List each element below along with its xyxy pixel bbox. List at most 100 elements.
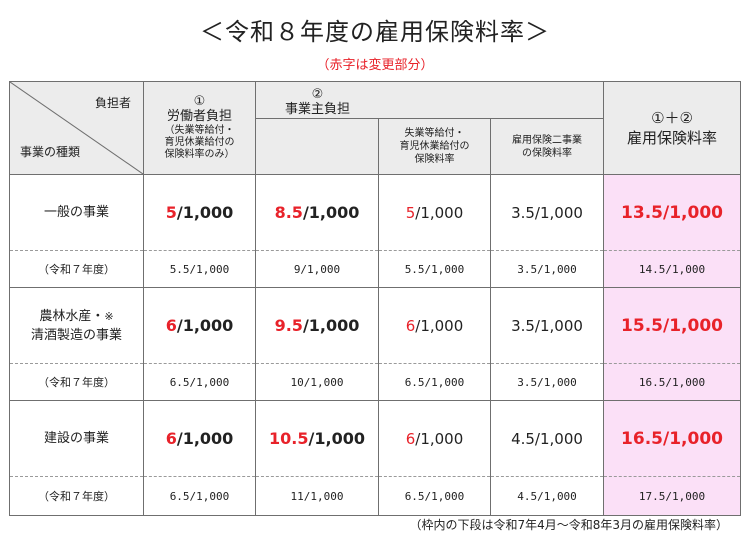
burden-label: 負担者 — [94, 96, 131, 110]
employer-rate-changed: 8.5 — [274, 203, 303, 222]
previous-year-label-text: （令和７年度） — [38, 490, 115, 503]
row-label-line-2: 清酒製造の事業 — [30, 327, 122, 343]
employer-benefit-line-2: 育児休業給付の — [399, 141, 470, 152]
insurance-rate-table: 負担者 事業の種類 ① 労働者負担 （失業等給付・ 育児休業給付の 保険料率のみ… — [9, 81, 742, 516]
employer-two-projects-rate: 3.5/1,000 — [489, 174, 605, 251]
total-rate-value: 15.5/1,000 — [621, 315, 723, 336]
worker-rate-changed: 6 — [165, 316, 177, 335]
header-total-rate: ①＋② 雇用保険料率 — [603, 81, 742, 175]
worker-rate-rest: /1,000 — [176, 203, 234, 222]
previous-employer-two-projects-rate: 3.5/1,000 — [489, 363, 605, 401]
row-label-line-1: 一般の事業 — [43, 205, 109, 220]
employer-benefit-rest: /1,000 — [415, 204, 464, 222]
previous-total-rate: 14.5/1,000 — [603, 250, 742, 288]
header-corner-cell: 負担者 事業の種類 — [9, 81, 144, 175]
previous-worker-rate: 6.5/1,000 — [143, 476, 256, 516]
row-label: 農林水産・※ 清酒製造の事業 — [9, 287, 144, 364]
previous-employer-rate: 11/1,000 — [255, 476, 379, 516]
header-worker-burden: ① 労働者負担 （失業等給付・ 育児休業給付の 保険料率のみ） — [143, 81, 256, 175]
employer-rate: 10.5/1,000 — [255, 400, 379, 477]
table-row: 農林水産・※ 清酒製造の事業 6/1,000 9.5/1,000 6/1,000… — [9, 287, 742, 364]
employer-benefit-line-3: 保険料率 — [414, 154, 455, 165]
employer-two-projects-value: 4.5/1,000 — [511, 430, 583, 448]
previous-year-label: （令和７年度） — [9, 476, 144, 516]
header-employer-burden: ② 事業主負担 — [254, 81, 605, 119]
header-employer-benefit: 失業等給付・ 育児休業給付の 保険料率 — [378, 118, 491, 175]
employer-rate-rest: /1,000 — [302, 203, 360, 222]
employer-rate-rest: /1,000 — [302, 316, 360, 335]
employer-benefit-rate: 5/1,000 — [378, 174, 491, 251]
table-row-previous-year: （令和７年度） 5.5/1,000 9/1,000 5.5/1,000 3.5/… — [9, 250, 742, 288]
table-row-previous-year: （令和７年度） 6.5/1,000 10/1,000 6.5/1,000 3.5… — [9, 363, 742, 401]
business-kind-label: 事業の種類 — [20, 145, 81, 159]
employer-benefit-changed: 5 — [405, 204, 416, 222]
previous-employer-rate: 10/1,000 — [255, 363, 379, 401]
table-row: 建設の事業 6/1,000 10.5/1,000 6/1,000 4.5/1,0… — [9, 400, 742, 477]
worker-rate: 6/1,000 — [143, 400, 256, 477]
employer-benefit-rate: 6/1,000 — [378, 400, 491, 477]
diagonal-divider — [10, 82, 143, 174]
previous-year-label-text: （令和７年度） — [38, 263, 115, 276]
table-row-previous-year: （令和７年度） 6.5/1,000 11/1,000 6.5/1,000 4.5… — [9, 476, 742, 516]
employer-benefit-rest: /1,000 — [415, 430, 464, 448]
worker-rate-changed: 6 — [165, 429, 177, 448]
previous-employer-two-projects-rate: 4.5/1,000 — [489, 476, 605, 516]
row-label: 建設の事業 — [9, 400, 144, 477]
employer-circle-number: ② — [311, 87, 324, 102]
employer-rate-changed: 9.5 — [274, 316, 303, 335]
header-employer-two-projects: 雇用保険二事業 の保険料率 — [489, 118, 605, 175]
row-label-line-1: 農林水産・※ — [10, 307, 143, 326]
employer-benefit-changed: 6 — [405, 430, 416, 448]
worker-burden-note-1: （失業等給付・ — [164, 125, 235, 136]
employer-benefit-rate: 6/1,000 — [378, 287, 491, 364]
employer-two-projects-line-1: 雇用保険二事業 — [512, 134, 582, 146]
previous-worker-rate: 5.5/1,000 — [143, 250, 256, 288]
previous-employer-two-projects-rate: 3.5/1,000 — [489, 250, 605, 288]
worker-circle-number: ① — [193, 94, 206, 109]
employer-burden-title: 事業主負担 — [284, 102, 350, 117]
header-row-top: 負担者 事業の種類 ① 労働者負担 （失業等給付・ 育児休業給付の 保険料率のみ… — [9, 81, 742, 175]
page-subtitle: （赤字は変更部分） — [316, 58, 434, 73]
worker-rate-rest: /1,000 — [176, 429, 234, 448]
worker-burden-title: 労働者負担 — [166, 109, 232, 124]
employer-rate-rest: /1,000 — [308, 429, 365, 448]
worker-rate-changed: 5 — [165, 203, 177, 222]
employer-two-projects-rate: 4.5/1,000 — [489, 400, 605, 477]
employer-two-projects-rate: 3.5/1,000 — [489, 287, 605, 364]
page-title: ＜令和８年度の雇用保険料率＞ — [200, 18, 550, 46]
employer-rate: 8.5/1,000 — [255, 174, 379, 251]
employer-two-projects-line-2: の保険料率 — [522, 147, 572, 159]
previous-total-rate: 16.5/1,000 — [603, 363, 742, 401]
worker-rate: 5/1,000 — [143, 174, 256, 251]
previous-employer-benefit-rate: 6.5/1,000 — [378, 476, 491, 516]
total-rate-value: 16.5/1,000 — [621, 428, 723, 449]
total-rate: 16.5/1,000 — [603, 400, 742, 477]
row-label: 一般の事業 — [9, 174, 144, 251]
employer-rate: 9.5/1,000 — [255, 287, 379, 364]
footnote: （枠内の下段は令和7年4月～令和8年3月の雇用保険料率） — [409, 518, 728, 532]
previous-total-rate: 17.5/1,000 — [603, 476, 742, 516]
previous-employer-benefit-rate: 6.5/1,000 — [378, 363, 491, 401]
employer-benefit-line-1: 失業等給付・ — [404, 128, 465, 139]
employer-two-projects-value: 3.5/1,000 — [511, 317, 583, 335]
previous-employer-benefit-rate: 5.5/1,000 — [378, 250, 491, 288]
total-rate-title: 雇用保険料率 — [627, 129, 718, 147]
row-label-line-1-text: 農林水産・ — [39, 308, 105, 324]
previous-year-label: （令和７年度） — [9, 250, 144, 288]
header-employer-blank — [255, 118, 379, 175]
employer-benefit-changed: 6 — [405, 317, 416, 335]
worker-rate-rest: /1,000 — [176, 316, 234, 335]
employer-benefit-rest: /1,000 — [415, 317, 464, 335]
previous-year-label-text: （令和７年度） — [38, 376, 115, 389]
worker-burden-note-3: 保険料率のみ） — [164, 149, 235, 160]
total-circle-number: ①＋② — [651, 109, 693, 127]
total-rate-value: 13.5/1,000 — [621, 202, 723, 223]
row-label-line-1: 建設の事業 — [43, 431, 109, 446]
total-rate: 15.5/1,000 — [603, 287, 742, 364]
employer-rate-changed: 10.5 — [269, 429, 309, 448]
previous-employer-rate: 9/1,000 — [255, 250, 379, 288]
total-rate: 13.5/1,000 — [603, 174, 742, 251]
header-row-bottom: 失業等給付・ 育児休業給付の 保険料率 雇用保険二事業 の保険料率 — [10, 118, 741, 175]
previous-worker-rate: 6.5/1,000 — [143, 363, 256, 401]
employer-two-projects-value: 3.5/1,000 — [511, 204, 583, 222]
